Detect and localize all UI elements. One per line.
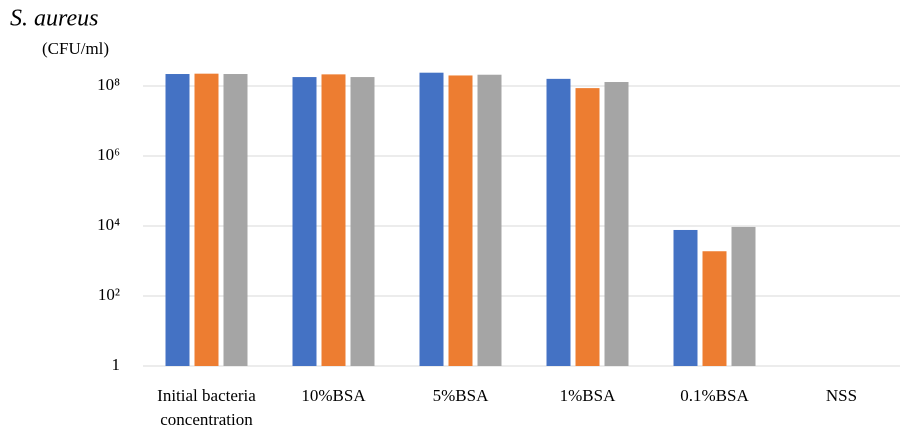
bar	[223, 74, 248, 367]
bar	[350, 77, 375, 366]
y-axis-label: (CFU/ml)	[42, 39, 109, 58]
y-tick-label: 10⁴	[97, 215, 120, 234]
x-tick-label-box: Initial bacteria concentration	[157, 386, 256, 426]
bar	[165, 74, 190, 367]
bar	[604, 82, 629, 366]
x-tick-label-box: 1%BSA	[559, 386, 616, 405]
x-tick-label: 10%BSA	[301, 386, 366, 405]
x-tick-label: 1%BSA	[559, 386, 616, 405]
y-tick-label: 10⁸	[97, 75, 120, 94]
bar	[321, 74, 346, 366]
bar	[419, 72, 444, 367]
x-tick-label-box: 0.1%BSA	[680, 386, 749, 405]
y-tick-label: 10⁶	[97, 145, 120, 164]
x-tick-label: 0.1%BSA	[680, 386, 749, 405]
bar	[477, 74, 502, 367]
x-tick-label-box: 10%BSA	[301, 386, 366, 405]
chart-title: S. aureus	[10, 6, 98, 32]
x-tick-label: Initial bacteria concentration	[157, 386, 256, 426]
y-tick-label: 1	[112, 355, 121, 374]
bar	[194, 73, 219, 366]
bar	[448, 75, 473, 366]
bar	[292, 77, 317, 366]
x-tick-label: 5%BSA	[432, 386, 489, 405]
bar	[673, 229, 698, 366]
bar	[575, 88, 600, 367]
x-tick-label: NSS	[825, 386, 858, 405]
bar	[702, 251, 727, 366]
x-tick-label-box: NSS	[825, 386, 858, 405]
y-tick-label: 10²	[98, 285, 120, 304]
bar	[731, 226, 756, 366]
x-tick-label-box: 5%BSA	[432, 386, 489, 405]
bar	[546, 78, 571, 366]
